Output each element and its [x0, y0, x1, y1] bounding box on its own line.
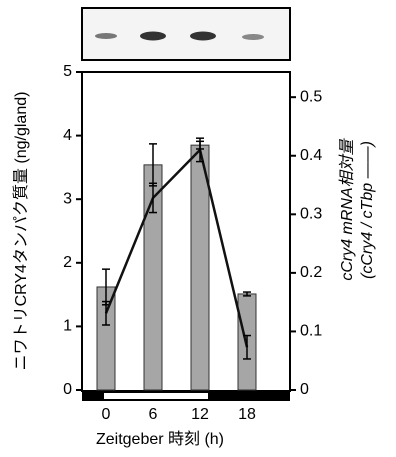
x-tick-label: 12	[191, 406, 209, 423]
x-axis-label: Zeitgeber 時刻 (h)	[96, 430, 224, 448]
y-tick-label: 3	[63, 190, 72, 207]
y2-tick-label: 0.5	[300, 88, 322, 105]
bar	[191, 145, 209, 390]
y-tick-label: 1	[63, 318, 72, 335]
chart: Zeitgeber 時刻 (h) ニワトリCRY4タンパク質量 (ng/glan…	[0, 0, 396, 457]
y2-tick-label: 0.1	[300, 323, 322, 340]
y2-axis-label: (cCry4 / cTbp ——)	[359, 141, 376, 279]
y-tick-label: 2	[63, 254, 72, 271]
y2-axis-label: cCry4 mRNA相対量	[338, 137, 356, 280]
line	[106, 150, 247, 347]
x-tick-label: 0	[102, 406, 111, 423]
western-blot	[82, 8, 290, 60]
y-tick-label: 4	[63, 127, 72, 144]
y-tick-label: 0	[63, 381, 72, 398]
y-tick-label: 5	[63, 63, 72, 80]
y2-tick-label: 0.3	[300, 206, 322, 223]
light-dark-bar	[82, 391, 290, 401]
y2-tick-label: 0.4	[300, 147, 322, 164]
y-axis-label: ニワトリCRY4タンパク質量 (ng/gland)	[12, 92, 30, 371]
y2-tick-label: 0	[300, 381, 309, 398]
x-tick-label: 6	[149, 406, 158, 423]
y2-tick-label: 0.2	[300, 264, 322, 281]
x-tick-label: 18	[238, 406, 256, 423]
